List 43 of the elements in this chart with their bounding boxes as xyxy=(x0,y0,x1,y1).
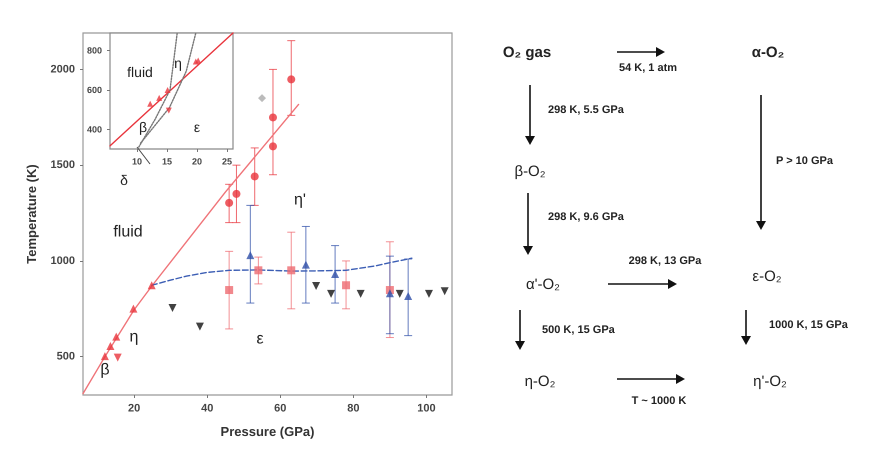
annotation: fluid xyxy=(127,64,153,80)
x-tick-label: 40 xyxy=(201,402,214,414)
x-tick-label: 15 xyxy=(162,156,172,166)
text: η-O₂ xyxy=(524,373,556,390)
y-tick-label: 400 xyxy=(86,124,102,134)
annotation: η' xyxy=(294,192,306,208)
text: 1000 K, 15 GPa xyxy=(769,319,848,331)
text: ε-O₂ xyxy=(752,268,782,285)
y-tick-label: 1500 xyxy=(50,159,75,172)
annotation: η xyxy=(130,328,138,346)
y-tick-label: 500 xyxy=(56,350,75,363)
x-tick-label: 20 xyxy=(192,156,202,166)
text: O₂ gas xyxy=(502,44,552,61)
text: 298 K, 9.6 GPa xyxy=(548,211,624,223)
x-tick-label: 10 xyxy=(132,156,142,166)
x-tick-label: 100 xyxy=(417,402,436,414)
y-axis-title: Temperature (K) xyxy=(24,164,39,264)
y-tick-label: 1000 xyxy=(50,254,75,267)
text: α-O₂ xyxy=(752,44,784,61)
text: 298 K, 5.5 GPa xyxy=(548,104,624,116)
annotation: ε xyxy=(194,119,200,135)
y-tick-label: 2000 xyxy=(50,63,75,76)
text: 298 K, 13 GPa xyxy=(628,255,702,267)
annotation: ε xyxy=(256,330,264,348)
annotation: fluid xyxy=(113,224,143,240)
y-tick-label: 600 xyxy=(86,85,102,96)
annotation: β xyxy=(138,119,148,135)
annotation: η xyxy=(174,55,182,71)
y-tick-label: 800 xyxy=(86,46,102,56)
text: P > 10 GPa xyxy=(776,155,833,167)
annotation: β xyxy=(100,362,110,378)
x-tick-label: 20 xyxy=(128,402,140,414)
text: α'-O₂ xyxy=(526,276,560,293)
text: T ~ 1000 K xyxy=(632,395,686,407)
x-tick-label: 25 xyxy=(222,156,232,166)
x-tick-label: 60 xyxy=(274,402,286,414)
x-tick-label: 80 xyxy=(347,402,360,414)
annotation: δ xyxy=(120,172,128,188)
text: η'-O₂ xyxy=(753,373,787,390)
text: β-O₂ xyxy=(514,163,546,180)
x-axis-title: Pressure (GPa) xyxy=(220,424,314,439)
text: 500 K, 15 GPa xyxy=(542,324,615,336)
text: 54 K, 1 atm xyxy=(618,62,678,74)
